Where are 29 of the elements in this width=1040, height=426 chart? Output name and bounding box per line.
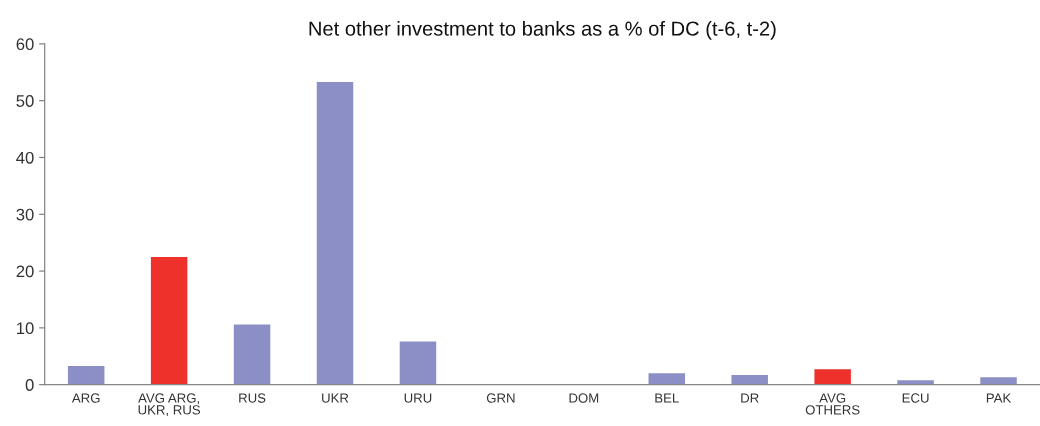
x-tick-label: UKR <box>322 393 349 403</box>
y-tick-label: 30 <box>16 208 34 221</box>
bar <box>731 375 768 385</box>
x-tick-label: GRN <box>486 393 515 403</box>
bar <box>316 81 354 385</box>
x-tick-label: BEL <box>655 393 679 403</box>
y-tick-label: 40 <box>16 151 34 164</box>
y-tick-label: 50 <box>16 95 34 107</box>
x-tick-label: PAK <box>986 393 1012 403</box>
x-tick-label: URU <box>404 393 432 403</box>
y-tick-label: 0 <box>25 379 34 391</box>
chart-title: Net other investment to banks as a % of DC (t-6, t-2) <box>309 20 776 40</box>
bar <box>399 341 437 385</box>
bar <box>67 365 105 385</box>
x-tick-label: DR <box>741 393 759 403</box>
y-tick-label: 10 <box>17 322 34 335</box>
x-tick-label: DOM <box>569 393 599 403</box>
bar <box>980 377 1017 385</box>
x-tick-label: ARG <box>71 393 100 403</box>
x-tick-label: AVG OTHERS <box>805 393 860 415</box>
bar <box>233 324 271 385</box>
x-tick-label: AVG ARG, UKR, RUS <box>138 393 201 417</box>
x-tick-label: RUS <box>239 393 266 403</box>
bar <box>150 256 188 385</box>
bar <box>814 369 851 385</box>
x-tick-label: ECU <box>902 393 929 403</box>
y-tick-label: 20 <box>16 265 34 278</box>
bar <box>648 373 686 385</box>
y-tick-label: 60 <box>16 38 34 51</box>
